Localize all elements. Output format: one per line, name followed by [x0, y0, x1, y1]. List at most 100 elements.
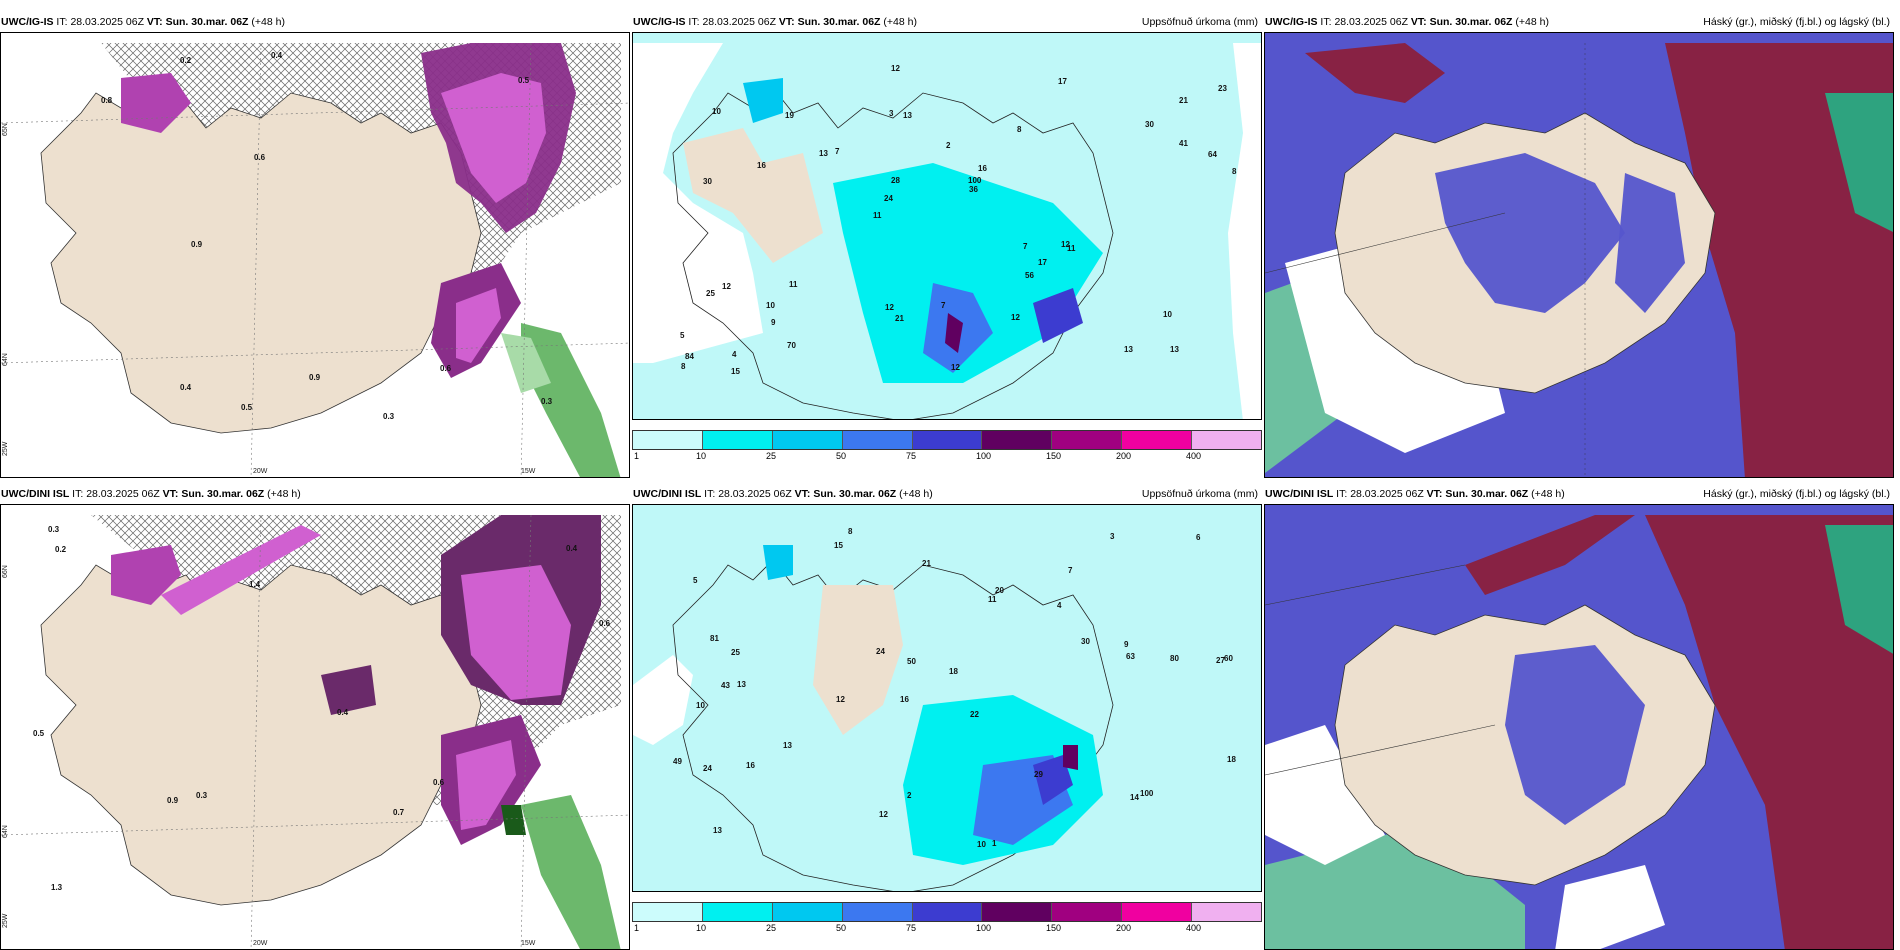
icing-green-light: [501, 333, 551, 393]
colorbar-swatch: [702, 903, 773, 921]
colorbar-label: 10: [696, 923, 707, 933]
value-label: 25: [731, 648, 740, 657]
icing-purple-nw: [111, 545, 181, 605]
value-label: 0.5: [241, 403, 253, 412]
colorbar-label: 100: [976, 451, 992, 461]
ice-value-labels: 0.5 0.3 0.4 0.6 0.2 0.8 0.9 0.3 0.4 0.6 0.5 0.9: [101, 51, 553, 421]
colorbar-swatch: [1192, 903, 1262, 921]
value-label: 0.4: [271, 51, 283, 60]
value-label: 0.3: [48, 525, 60, 534]
value-label: 43: [721, 681, 730, 690]
value-label: 16: [900, 695, 909, 704]
panel-title: Háský (gr.), miðský (fj.bl.) og lágský (…: [1703, 16, 1890, 28]
colorbar-swatch: [912, 903, 983, 921]
panel-igis-icing: UWC/IG-IS IT: 28.03.2025 06Z VT: Sun. 30…: [0, 10, 630, 478]
value-label: 12: [836, 695, 845, 704]
precip-colorbar-labels: 1 10 25 50 75 100 150 200 400: [632, 451, 1262, 463]
panel-title: Háský (gr.), miðský (fj.bl.) og lágský (…: [1703, 488, 1890, 500]
value-label: 22: [970, 710, 979, 719]
precip-map: 8 7 27 16 22 13 5 4 10 11 18 13 15 12 10 1 2 3 30 13 25 43 60 8…: [632, 504, 1262, 892]
value-label: 30: [1145, 120, 1154, 129]
value-label: 21: [1179, 96, 1188, 105]
value-label: 25: [706, 289, 715, 298]
value-label: 60: [1224, 654, 1233, 663]
value-label: 30: [1081, 637, 1090, 646]
precip-darkblue: [1033, 288, 1083, 343]
clouds-map: [1264, 32, 1894, 478]
lon-label-25w: 25W: [2, 441, 9, 456]
value-label: 6: [1196, 533, 1201, 542]
value-label: 18: [1227, 755, 1236, 764]
value-label: 21: [895, 314, 904, 323]
value-label: 3: [1110, 532, 1115, 541]
value-label: 21: [922, 559, 931, 568]
value-label: 41: [1179, 139, 1188, 148]
value-label: 12: [891, 64, 900, 73]
white-area-w: [633, 655, 693, 745]
value-label: 8: [1232, 167, 1237, 176]
colorbar-swatch: [772, 431, 843, 449]
colorbar-label: 50: [836, 923, 847, 933]
high-cloud-n: [1465, 515, 1635, 595]
icing-green: [521, 323, 621, 477]
value-label: 14: [1130, 793, 1139, 802]
icing-pink-ne: [461, 565, 571, 700]
lead-time: (+48 h): [251, 16, 285, 28]
panel-dini-precip: UWC/DINI ISL IT: 28.03.2025 06Z VT: Sun.…: [632, 482, 1262, 933]
value-label: 0.6: [440, 364, 452, 373]
value-label: 0.3: [196, 791, 208, 800]
value-label: 16: [757, 161, 766, 170]
precip-nw: [743, 78, 783, 123]
value-label: 17: [1058, 77, 1067, 86]
value-label: 0.9: [191, 240, 203, 249]
value-label: 24: [884, 194, 893, 203]
colorbar-label: 1: [634, 923, 640, 933]
low-cloud-patches2: [1615, 173, 1685, 313]
value-label: 0.3: [541, 397, 553, 406]
colorbar-label: 10: [696, 451, 707, 461]
value-label: 7: [835, 147, 840, 156]
high-cloud-e: [1665, 43, 1893, 477]
panel-header: UWC/DINI ISL IT: 28.03.2025 06Z VT: Sun.…: [1, 488, 301, 500]
colorbar-swatch: [633, 431, 703, 449]
clouds-map-svg: [1265, 33, 1893, 477]
value-label: 13: [1124, 345, 1133, 354]
value-label: 1.3: [51, 883, 63, 892]
value-label: 100: [1140, 789, 1154, 798]
colorbar-swatch: [842, 431, 913, 449]
colorbar-swatch: [982, 431, 1053, 449]
low-cloud-patches: [1435, 153, 1625, 313]
value-label: 10: [712, 107, 721, 116]
value-label: 5: [693, 576, 698, 585]
value-label: 36: [969, 185, 978, 194]
colorbar-label: 75: [906, 451, 917, 461]
mid-cloud-ne: [1825, 525, 1893, 654]
value-label: 29: [1034, 770, 1043, 779]
mid-cloud-e: [1825, 93, 1893, 232]
white-s: [1555, 865, 1665, 949]
valid-time: Sun. 30.mar. 06Z: [165, 16, 249, 28]
icing-map-svg: 0.2 0.3 0.5 0.4 0.6 0.7 1.4 0.3 1.3 0.6 0.9 0.4 20W…: [1, 505, 629, 949]
value-label: 30: [703, 177, 712, 186]
colorbar-label: 200: [1116, 923, 1132, 933]
colorbar-label: 75: [906, 923, 917, 933]
value-label: 4: [1057, 601, 1062, 610]
colorbar-label: 200: [1116, 451, 1132, 461]
value-label: 0.8: [101, 96, 113, 105]
value-label: 15: [834, 541, 843, 550]
value-label: 1.4: [249, 580, 261, 589]
icing-se-pink: [456, 740, 516, 830]
it-prefix: IT:: [56, 16, 68, 28]
white-sw: [1265, 725, 1385, 865]
value-label: 7: [1023, 242, 1028, 251]
value-label: 0.5: [33, 729, 45, 738]
value-label: 0.7: [393, 808, 405, 817]
colorbar-swatch: [1052, 431, 1123, 449]
lon-label-20w: 20W: [253, 468, 268, 475]
dry-land-center: [813, 585, 903, 735]
white-area-e: [1228, 43, 1261, 419]
value-label: 0.9: [167, 796, 179, 805]
value-label: 100: [968, 176, 982, 185]
value-label: 13: [819, 149, 828, 158]
